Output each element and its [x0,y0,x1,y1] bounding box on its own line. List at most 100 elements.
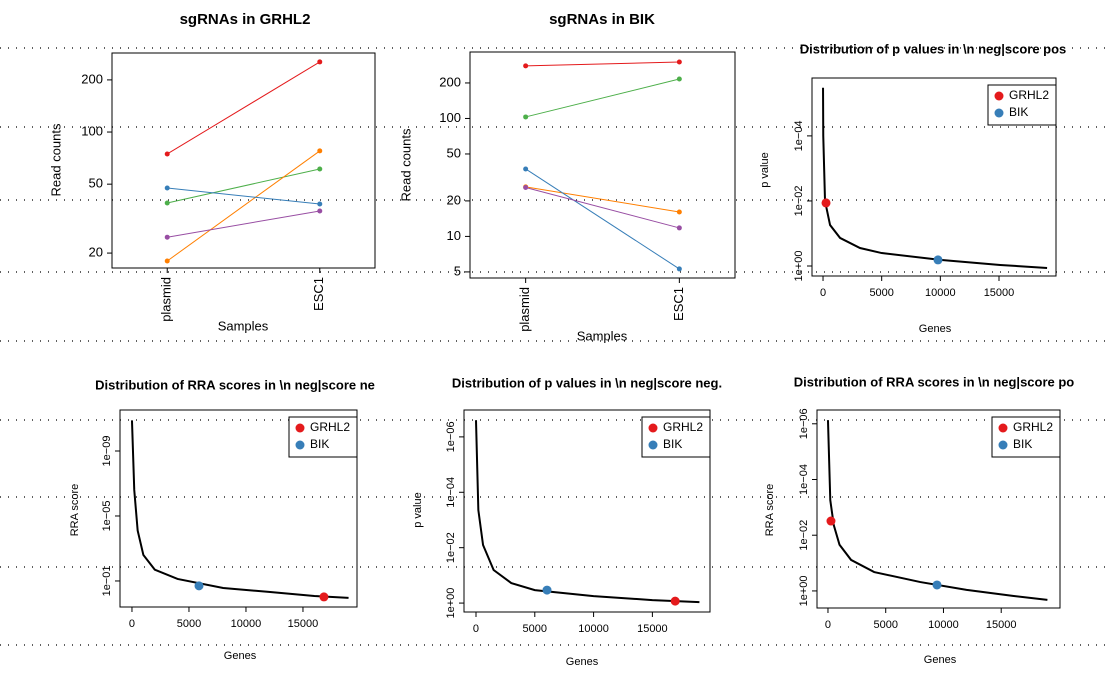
data-point [676,76,682,82]
y-tick-label: 1e−02 [445,532,457,563]
series-line [166,61,321,155]
series-line [525,78,680,118]
y-tick-label: 1e−04 [793,120,805,151]
series-line [167,168,320,204]
x-tick-label: 15000 [288,618,319,630]
x-tick-label: 10000 [578,623,609,635]
legend-marker [295,423,305,433]
series-line [167,187,320,205]
legend-label: GRHL2 [663,420,703,434]
y-tick-label: 200 [81,71,103,86]
chart-title: sgRNAs in GRHL2 [180,11,311,28]
distribution-curve [474,420,700,604]
x-tick-label: plasmid [159,277,174,322]
y-tick-label: 1e−05 [101,501,113,532]
x-tick-label: 15000 [984,287,1015,299]
x-tick-label: 15000 [986,619,1017,631]
y-tick-label: 1e−06 [798,408,810,439]
data-point [164,200,170,206]
y-tick-label: 1e−04 [445,477,457,508]
gene-point [826,516,836,526]
data-point [164,185,170,191]
y-tick-label: 50 [89,176,103,191]
y-tick-label: 1e−09 [101,436,113,467]
series-line [525,186,680,229]
x-tick-label: 5000 [869,287,893,299]
data-point [523,63,529,69]
plot-frame [463,409,711,613]
data-point [317,201,323,207]
x-tick-label: 5000 [873,619,897,631]
plot-frame [111,52,376,269]
gene-point [932,580,942,590]
y-tick-label: 20 [447,192,461,207]
legend-marker [648,423,658,433]
y-tick-label: 1e−02 [793,185,805,216]
y-tick-label: 1e−04 [798,464,810,495]
data-point [164,151,170,157]
gene-point [542,585,552,595]
y-tick-label: 100 [439,110,461,125]
gene-point [933,255,943,265]
y-axis-label: RRA score [69,484,81,537]
x-tick-label: 0 [825,619,831,631]
x-tick-label: 0 [129,618,135,630]
y-axis-label: p value [759,152,771,187]
y-tick-label: 1e−02 [798,520,810,551]
x-tick-label: 10000 [231,618,262,630]
data-point [676,266,682,272]
data-point [164,258,170,264]
plot-frame [119,409,358,608]
x-tick-label: 5000 [177,618,201,630]
background-dots [0,47,1107,646]
y-tick-label: 1e−06 [445,421,457,452]
y-tick-label: 5 [454,263,461,278]
plot-frame [811,77,1057,277]
data-point [676,225,682,231]
distribution-curve [822,87,1048,269]
x-axis-label: Genes [919,323,952,335]
y-tick-label: 1e+00 [445,588,457,619]
y-axis-label: Read counts [48,123,63,196]
x-axis-label: Genes [924,654,957,666]
data-point [523,184,529,190]
y-tick-label: 50 [447,145,461,160]
data-point [317,166,323,172]
legend-label: BIK [1009,105,1028,119]
y-axis-label: RRA score [764,484,776,537]
series-line [525,168,680,270]
legend-label: GRHL2 [310,420,350,434]
x-tick-label: 5000 [523,623,547,635]
x-tick-label: plasmid [517,287,532,332]
legend-marker [994,108,1004,118]
y-tick-label: 1e−01 [101,566,113,597]
legend-label: GRHL2 [1013,420,1053,434]
data-point [317,59,323,65]
plot-frame [469,51,736,279]
y-tick-label: 20 [89,245,103,260]
y-tick-label: 1e+00 [793,251,805,282]
x-axis-label: Genes [224,650,257,662]
series-line [525,61,680,67]
x-tick-label: 10000 [928,619,959,631]
data-point [676,209,682,215]
chart-title: Distribution of RRA scores in \n neg|sco… [95,377,375,392]
data-point [317,148,323,154]
x-tick-label: 0 [473,623,479,635]
y-axis-label: p value [412,492,424,527]
data-point [164,234,170,240]
legend-marker [295,440,305,450]
gene-point [319,592,329,602]
chart-title: Distribution of RRA scores in \n neg|sco… [794,374,1075,389]
x-axis-label: Samples [218,318,269,333]
data-point [317,208,323,214]
legend-marker [998,440,1008,450]
distribution-curve [130,420,349,599]
legend-label: BIK [310,437,329,451]
series-line [167,210,320,238]
gene-point [821,198,831,208]
legend-label: GRHL2 [1009,88,1049,102]
series-line [525,186,680,213]
plot-frame [816,409,1061,609]
